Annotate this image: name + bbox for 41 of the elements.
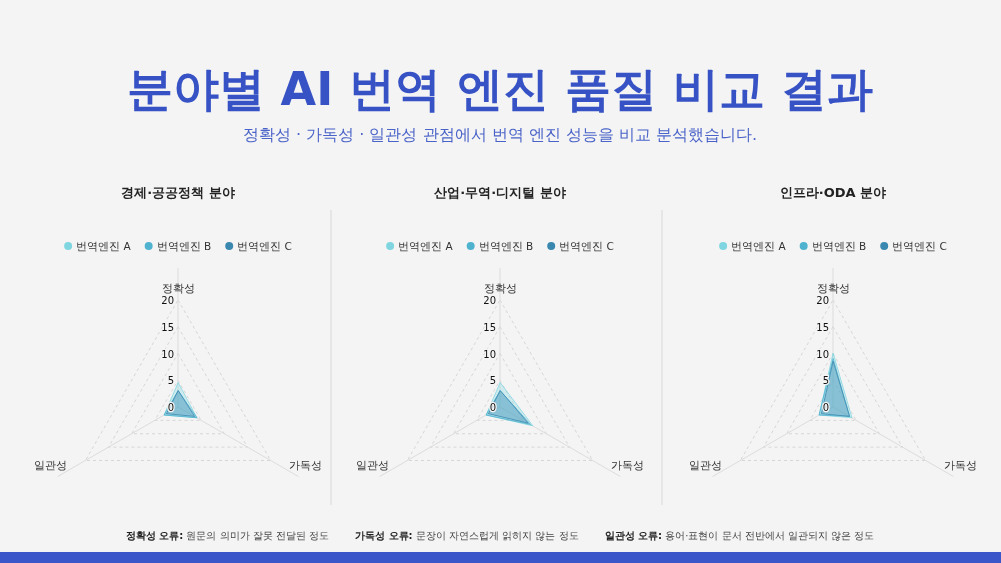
legend-label: 번역엔진 A xyxy=(731,239,787,252)
y-tick-label: 10 xyxy=(816,348,829,360)
chart-title: 인프라·ODA 분야 xyxy=(779,185,887,200)
y-tick-label: 0 xyxy=(489,402,496,413)
legend-label: 번역엔진 A xyxy=(398,239,454,252)
text: 정확성 오류: 원문의 의미가 잘못 전달된 정도 xyxy=(125,530,330,541)
y-tick-label: 5 xyxy=(489,375,496,387)
legend-label: 번역엔진 C xyxy=(892,239,947,252)
y-tick-label: 10 xyxy=(483,348,496,360)
text: 정확성 · 가독성 · 일관성 관점에서 번역 엔진 성능을 비교 분석했습니다. xyxy=(242,125,758,144)
spoke-label: 가독성 xyxy=(944,459,978,471)
spoke-label: 일관성 xyxy=(33,459,67,471)
text: 분야별 AI 번역 엔진 품질 비교 결과 xyxy=(126,62,874,116)
legend-label: 번역엔진 C xyxy=(559,239,614,252)
legend-label: 번역엔진 B xyxy=(156,239,212,252)
chart-title: 경제·공공정책 분야 xyxy=(121,185,235,200)
legend-label: 번역엔진 B xyxy=(811,239,867,252)
text: 일관성 오류: 용어·표현이 문서 전반에서 일관되지 않은 정도 xyxy=(604,530,875,541)
legend-label: 번역엔진 A xyxy=(76,239,132,252)
spoke-label: 일관성 xyxy=(355,459,389,471)
spoke-label: 정확성 xyxy=(816,282,850,294)
legend-label: 번역엔진 C xyxy=(237,239,292,252)
y-tick-label: 10 xyxy=(161,348,174,360)
y-tick-label: 0 xyxy=(822,402,829,413)
y-tick-label: 5 xyxy=(167,375,174,387)
text: 가독성 오류: 문장이 자연스럽게 읽히지 않는 정도 xyxy=(355,530,579,541)
y-tick-label: 15 xyxy=(483,321,496,333)
spoke-label: 가독성 xyxy=(289,459,323,471)
y-tick-label: 5 xyxy=(822,375,829,387)
spoke-label: 정확성 xyxy=(483,282,517,294)
legend-label: 번역엔진 B xyxy=(478,239,534,252)
y-tick-label: 20 xyxy=(816,295,829,306)
spoke-label: 가독성 xyxy=(611,459,645,471)
spoke-label: 일관성 xyxy=(688,459,722,471)
spoke-label: 정확성 xyxy=(161,282,195,294)
y-tick-label: 20 xyxy=(161,295,174,306)
y-tick-label: 20 xyxy=(483,295,496,306)
y-tick-label: 15 xyxy=(161,321,174,333)
y-tick-label: 15 xyxy=(816,321,829,333)
y-tick-label: 0 xyxy=(167,402,174,413)
chart-title: 산업·무역·디지털 분야 xyxy=(434,185,566,200)
